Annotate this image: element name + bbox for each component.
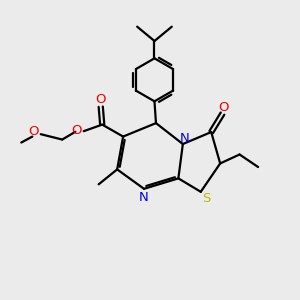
Text: O: O — [95, 93, 106, 106]
Text: N: N — [139, 191, 149, 204]
Text: O: O — [28, 125, 38, 138]
Text: O: O — [218, 100, 228, 113]
Text: N: N — [179, 132, 189, 145]
Text: S: S — [202, 192, 211, 205]
Text: O: O — [72, 124, 82, 137]
